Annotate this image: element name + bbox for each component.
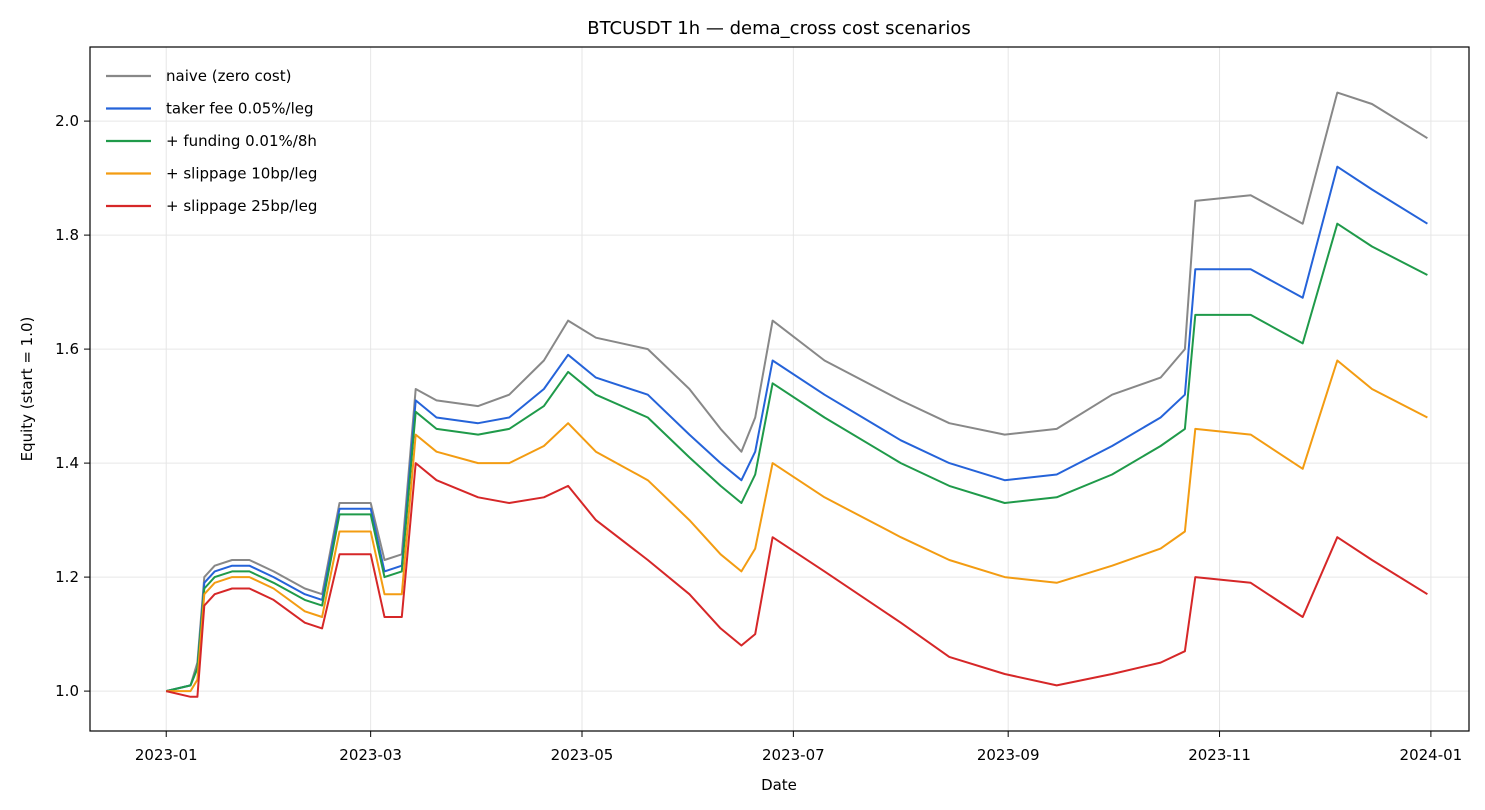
x-axis-label: Date bbox=[761, 776, 797, 794]
legend-label: + slippage 10bp/leg bbox=[166, 165, 317, 183]
x-tick-label: 2023-07 bbox=[762, 746, 825, 764]
series-line-2 bbox=[165, 165, 1428, 693]
y-tick-label: 1.0 bbox=[55, 682, 79, 700]
grid bbox=[90, 47, 1469, 731]
series-line-1 bbox=[165, 91, 1428, 693]
legend-label: naive (zero cost) bbox=[166, 67, 291, 85]
legend-label: + funding 0.01%/8h bbox=[166, 132, 317, 150]
y-tick-label: 1.6 bbox=[55, 340, 79, 358]
y-axis: 1.0 1.2 1.4 1.6 1.8 2.0 bbox=[55, 112, 90, 700]
plot-frame bbox=[89, 46, 1470, 732]
y-tick-label: 2.0 bbox=[55, 112, 79, 130]
x-axis: 2023-01 2023-03 2023-05 2023-07 2023-09 2023-… bbox=[135, 731, 1462, 764]
x-tick-label: 2024-01 bbox=[1400, 746, 1463, 764]
x-tick-label: 2023-09 bbox=[977, 746, 1040, 764]
legend: naive (zero cost) taker fee 0.05%/leg + fu… bbox=[106, 67, 317, 215]
y-tick-label: 1.2 bbox=[55, 568, 79, 586]
x-tick-label: 2023-03 bbox=[339, 746, 402, 764]
series-line-4 bbox=[166, 359, 1428, 693]
series-layer bbox=[165, 91, 1428, 698]
y-tick-label: 1.4 bbox=[55, 454, 79, 472]
chart-title: BTCUSDT 1h — dema_cross cost scenarios bbox=[587, 18, 970, 39]
legend-label: taker fee 0.05%/leg bbox=[166, 100, 314, 118]
series-line-5 bbox=[165, 462, 1428, 698]
y-tick-label: 1.8 bbox=[55, 226, 79, 244]
series-line-3 bbox=[165, 222, 1428, 693]
x-tick-label: 2023-05 bbox=[551, 746, 614, 764]
y-axis-label: Equity (start = 1.0) bbox=[18, 317, 36, 462]
x-tick-label: 2023-11 bbox=[1188, 746, 1251, 764]
legend-label: + slippage 25bp/leg bbox=[166, 197, 317, 215]
x-tick-label: 2023-01 bbox=[135, 746, 198, 764]
